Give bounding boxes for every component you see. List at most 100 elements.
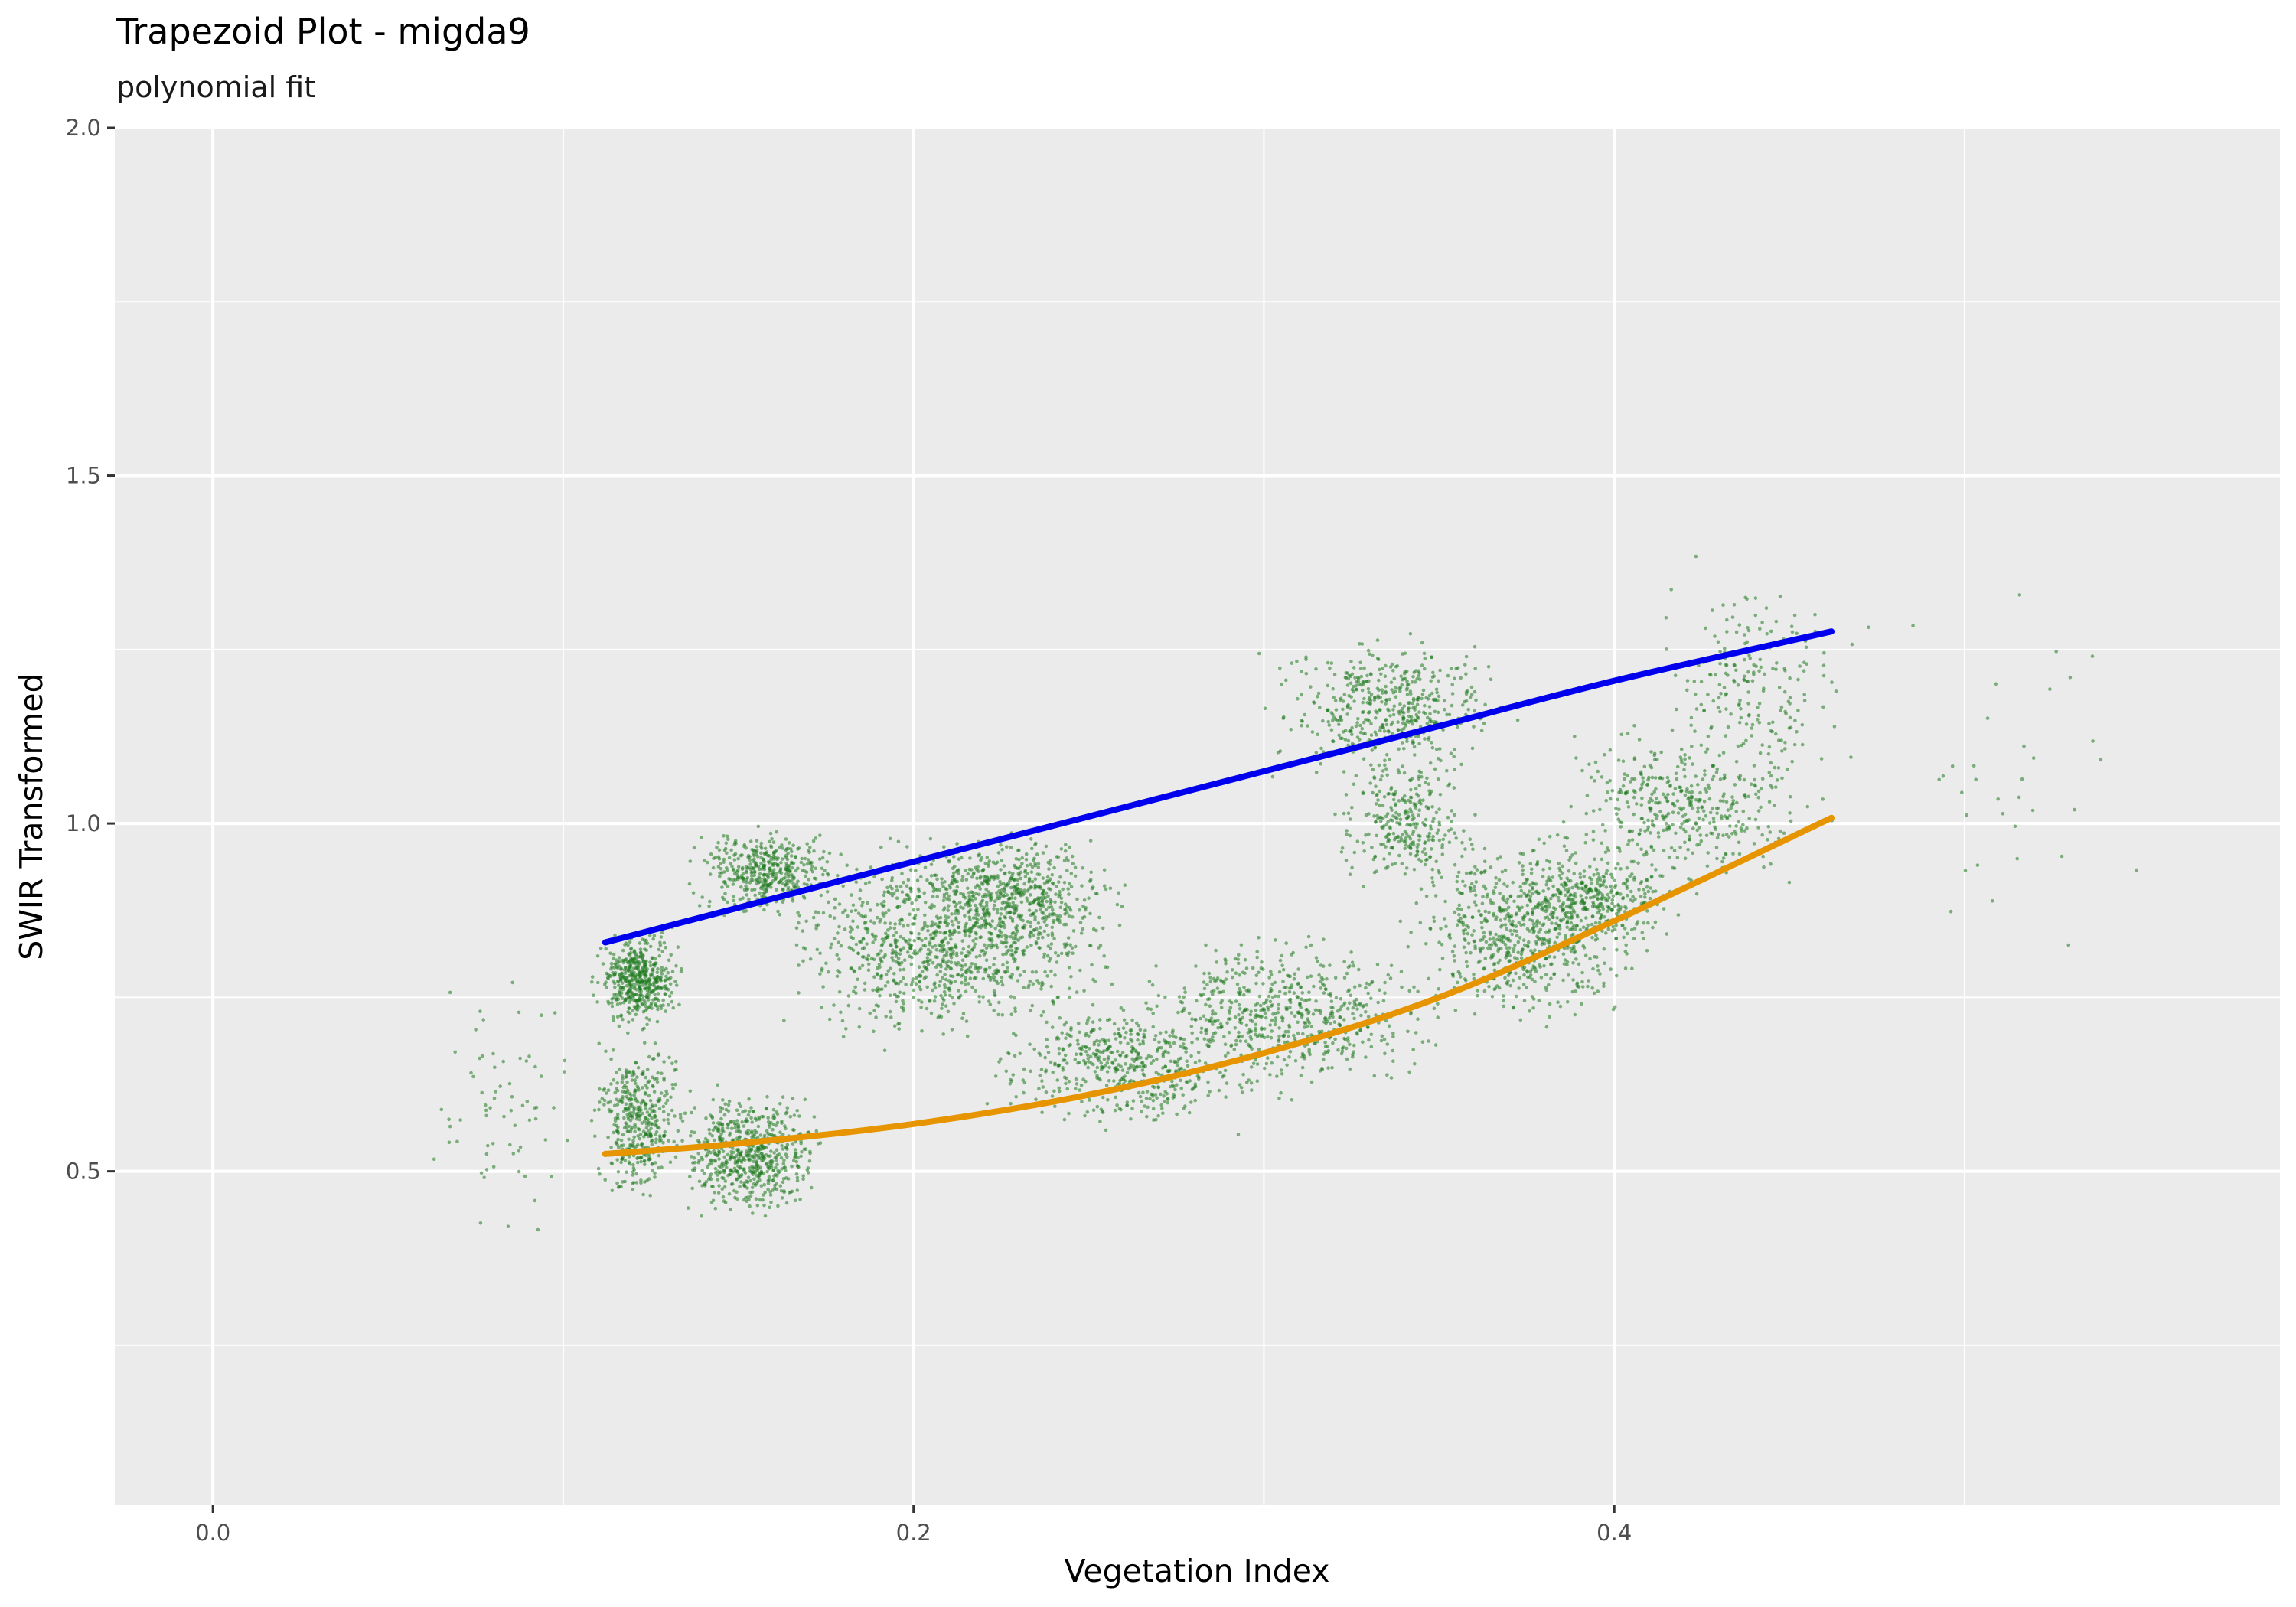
scatter-point [1342,960,1346,964]
scatter-point [640,937,644,941]
scatter-point [1175,1083,1179,1087]
scatter-point [967,891,971,895]
scatter-point [963,978,967,983]
scatter-point [1333,976,1338,980]
scatter-point [1183,990,1187,994]
scatter-point [925,967,929,972]
scatter-point [940,877,944,881]
scatter-point [720,1107,725,1111]
scatter-point [874,1015,878,1019]
scatter-point [894,885,899,888]
scatter-point [884,911,888,915]
scatter-point [696,1160,701,1165]
scatter-point [1351,1052,1355,1057]
scatter-point [621,1017,625,1022]
scatter-point [944,936,947,940]
scatter-point [1233,1026,1238,1030]
scatter-point [716,855,721,859]
scatter-point [606,1088,611,1092]
scatter-point [771,874,775,878]
scatter-point [1069,1028,1073,1032]
scatter-point [1449,667,1453,670]
scatter-point [1255,1002,1260,1006]
scatter-point [1014,908,1019,913]
scatter-point [833,906,837,910]
scatter-point [965,968,969,973]
scatter-point [902,924,905,928]
scatter-point [1163,1064,1167,1068]
scatter-point [1033,877,1038,881]
scatter-point [851,903,856,908]
scatter-point [1179,1036,1183,1041]
scatter-point [941,957,945,961]
scatter-point [775,1182,778,1186]
scatter-point [753,1129,757,1133]
scatter-point [725,1165,729,1169]
scatter-point [660,966,664,970]
scatter-point [638,999,642,1003]
scatter-point [745,1186,749,1190]
scatter-point [1346,676,1351,681]
scatter-point [997,1060,1001,1064]
scatter-point [621,1085,625,1090]
scatter-point [1090,963,1094,967]
scatter-point [644,978,647,983]
scatter-point [830,942,833,947]
scatter-point [709,1158,713,1162]
scatter-point [912,939,916,943]
scatter-point [992,963,996,966]
scatter-point [1389,1076,1394,1080]
scatter-point [615,1112,620,1116]
scatter-point [1011,957,1016,960]
scatter-point [1342,693,1347,696]
scatter-point [951,875,955,879]
scatter-point [1105,1070,1110,1074]
scatter-point [1404,724,1408,728]
scatter-point [626,1088,630,1093]
scatter-point [1334,708,1339,712]
scatter-point [839,944,843,948]
scatter-point [1040,1079,1044,1083]
scatter-point [1148,1097,1152,1101]
scatter-point [686,1206,690,1210]
scatter-point [767,872,771,876]
scatter-point [898,921,902,926]
scatter-point [619,966,623,970]
scatter-point [1004,945,1008,949]
scatter-point [1352,699,1356,703]
scatter-point [999,1057,1003,1061]
scatter-point [867,880,872,885]
scatter-point [791,843,795,847]
scatter-point [1254,1026,1257,1031]
scatter-point [912,988,916,993]
scatter-point [1185,1059,1189,1063]
scatter-point [1022,1090,1026,1095]
scatter-point [713,1159,717,1163]
scatter-point [993,993,997,998]
scatter-point [960,967,964,972]
scatter-point [845,863,849,868]
scatter-point [748,1194,753,1198]
scatter-point [733,1126,737,1130]
scatter-point [1026,899,1030,903]
scatter-point [633,1088,637,1092]
scatter-point [1409,715,1414,719]
scatter-point [954,908,958,913]
scatter-point [1009,905,1013,909]
scatter-point [755,855,760,859]
scatter-point [1027,908,1032,912]
scatter-point [1254,981,1258,986]
scatter-point [631,1018,635,1022]
scatter-point [1240,1034,1244,1038]
scatter-point [930,903,934,907]
scatter-point [1368,710,1371,714]
scatter-point [757,1173,762,1178]
scatter-point [1413,718,1417,722]
scatter-point [920,927,925,931]
scatter-point [804,1147,808,1151]
scatter-point [983,875,988,878]
scatter-point [974,955,979,959]
scatter-point [1130,1028,1133,1032]
scatter-point [1190,1017,1194,1021]
scatter-point [1247,1028,1252,1032]
